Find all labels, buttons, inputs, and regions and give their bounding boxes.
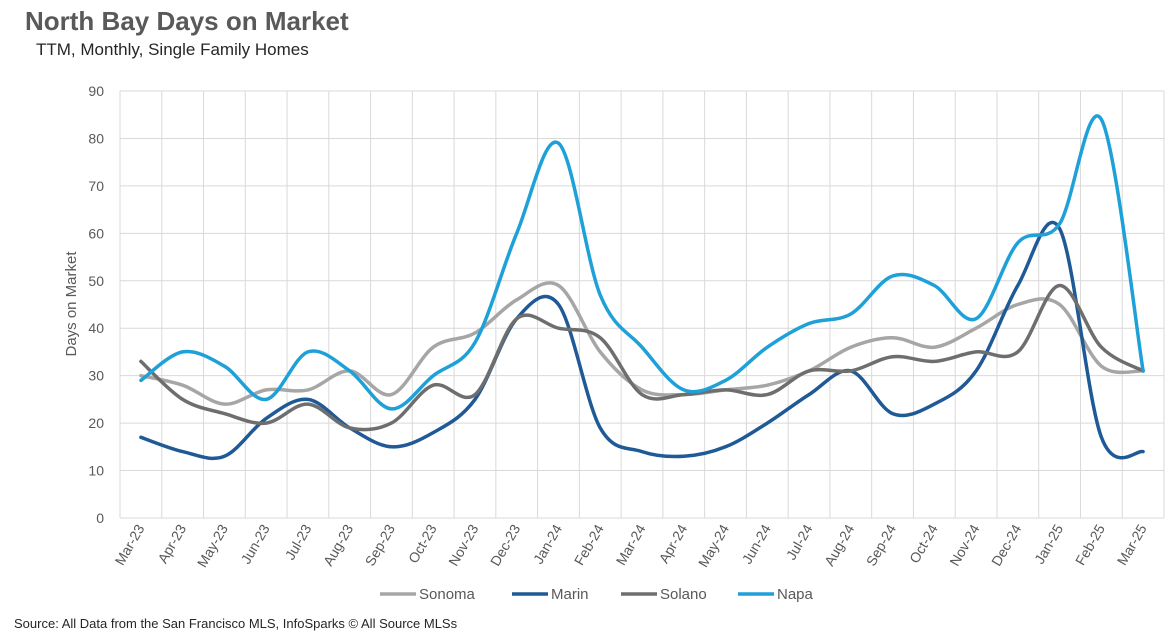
x-tick-label: Oct-24 <box>906 521 941 566</box>
y-tick-label: 10 <box>88 463 104 479</box>
x-tick-label: Aug-24 <box>821 521 858 568</box>
series-lines <box>139 114 1145 461</box>
legend-label-sonoma: Sonoma <box>419 586 476 603</box>
y-tick-label: 90 <box>88 83 104 99</box>
x-tick-label: May-24 <box>695 521 732 570</box>
y-tick-label: 30 <box>88 368 104 384</box>
x-tick-label: Nov-23 <box>445 521 482 568</box>
x-axis-ticks: Mar-23 Apr-23 May-23 Jun-23 Jul-23 Aug-23 Sep-… <box>111 521 1149 570</box>
y-tick-label: 80 <box>88 130 104 146</box>
x-tick-label: Dec-23 <box>487 521 524 568</box>
x-tick-label: Apr-24 <box>655 521 690 566</box>
x-tick-label: Jan-25 <box>1031 521 1066 566</box>
x-tick-label: Jul-23 <box>282 521 315 562</box>
legend-label-solano: Solano <box>660 586 707 603</box>
y-axis-title: Days on Market <box>63 251 80 357</box>
series-line-solano <box>139 283 1145 432</box>
grid <box>119 90 1165 519</box>
x-tick-label: Dec-24 <box>988 521 1025 568</box>
series-line-sonoma <box>139 281 1145 406</box>
y-tick-label: 20 <box>88 415 104 431</box>
series-line-marin <box>139 220 1145 461</box>
x-tick-label: Jul-24 <box>783 521 816 562</box>
x-tick-label: Feb-24 <box>571 521 607 568</box>
x-tick-label: Jun-24 <box>739 521 774 566</box>
legend-label-napa: Napa <box>777 586 814 603</box>
x-tick-label: Mar-25 <box>1114 521 1150 568</box>
x-tick-label: Sep-24 <box>863 521 900 568</box>
x-tick-label: May-23 <box>194 521 231 570</box>
x-tick-label: Mar-24 <box>613 521 649 568</box>
chart-title: North Bay Days on Market <box>25 6 349 36</box>
x-tick-label: Aug-23 <box>320 521 357 568</box>
source-note: Source: All Data from the San Francisco … <box>14 616 458 631</box>
x-tick-label: Jun-23 <box>237 521 272 566</box>
x-tick-label: Sep-23 <box>362 521 399 568</box>
y-tick-label: 60 <box>88 225 104 241</box>
y-tick-label: 0 <box>96 510 104 526</box>
y-tick-label: 50 <box>88 273 104 289</box>
series-line-napa <box>139 114 1145 411</box>
x-tick-label: Apr-23 <box>154 521 189 566</box>
x-tick-label: Jan-24 <box>530 521 565 566</box>
y-axis-ticks: 0 10 20 30 40 50 60 70 80 90 <box>88 83 104 526</box>
x-tick-label: Nov-24 <box>946 521 983 568</box>
y-tick-label: 70 <box>88 178 104 194</box>
x-tick-label: Oct-23 <box>405 521 440 566</box>
legend-label-marin: Marin <box>551 586 589 603</box>
x-tick-label: Mar-23 <box>111 521 147 568</box>
chart-subtitle: TTM, Monthly, Single Family Homes <box>36 40 309 59</box>
y-tick-label: 40 <box>88 320 104 336</box>
legend: Sonoma Marin Solano Napa <box>380 586 814 603</box>
x-tick-label: Feb-25 <box>1072 521 1108 568</box>
